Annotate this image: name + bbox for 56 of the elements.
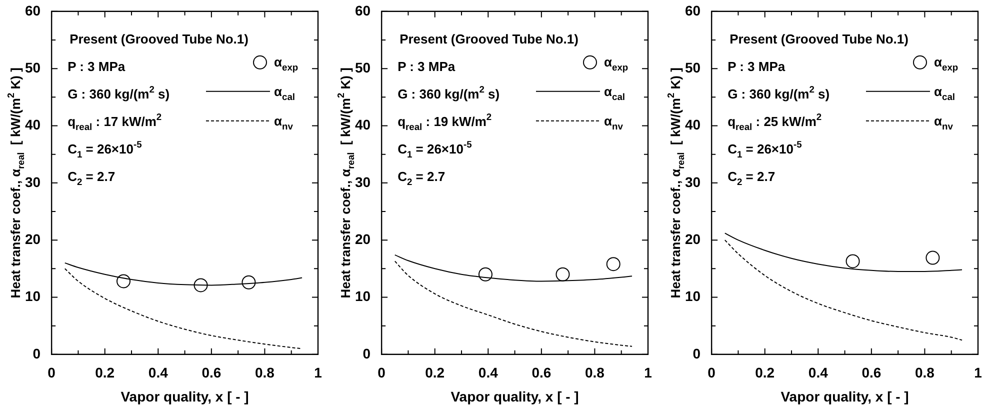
x-tick-label: 0.4: [478, 364, 498, 381]
line-series: [724, 240, 963, 341]
x-tick-label: 0: [378, 364, 386, 381]
x-tick-label: 0.8: [914, 364, 935, 381]
annotation: P : 3 MPa: [728, 58, 786, 74]
line-series: [394, 260, 633, 347]
x-axis-title: Vapor quality, x [ - ]: [120, 388, 249, 404]
line-series: [394, 254, 633, 282]
y-tick-label: 40: [24, 116, 41, 133]
x-tick-label: 0.4: [148, 364, 168, 381]
y-tick-label: 60: [354, 2, 371, 18]
x-tick-label: 0.8: [584, 364, 605, 381]
x-axis-title: Vapor quality, x [ - ]: [780, 388, 909, 404]
x-tick-label: 0.6: [862, 364, 882, 381]
line-series: [724, 232, 963, 272]
x-tick-label: 1: [314, 364, 322, 381]
y-tick-label: 30: [354, 174, 371, 190]
y-tick-label: 60: [24, 2, 41, 18]
y-tick-label: 0: [362, 345, 371, 362]
y-tick-label: 0: [32, 345, 41, 362]
annotation: Present (Grooved Tube No.1): [70, 31, 248, 46]
x-axis-title: Vapor quality, x [ - ]: [450, 388, 579, 404]
y-axis-title: Heat transfer coef., αreal [ kW/(m2 K) ]: [336, 68, 356, 298]
x-tick-label: 0.8: [254, 364, 275, 381]
x-tick-label: 0.2: [425, 364, 445, 381]
annotation: P : 3 MPa: [398, 58, 456, 74]
y-tick-label: 50: [24, 59, 41, 76]
x-tick-label: 0.6: [532, 364, 552, 381]
x-tick-label: 1: [974, 364, 982, 381]
y-tick-label: 20: [24, 230, 41, 247]
y-tick-label: 20: [684, 230, 701, 247]
x-tick-label: 0: [708, 364, 716, 381]
y-tick-label: 10: [684, 288, 701, 304]
x-tick-label: 0.2: [95, 364, 115, 381]
y-tick-label: 50: [684, 59, 701, 76]
x-tick-label: 0: [48, 364, 56, 381]
y-tick-label: 30: [684, 174, 701, 190]
y-tick-label: 40: [354, 116, 371, 133]
y-tick-label: 10: [24, 288, 41, 304]
x-tick-label: 1: [644, 364, 652, 381]
y-tick-label: 60: [684, 2, 701, 18]
line-series: [64, 268, 303, 350]
y-tick-label: 50: [354, 59, 371, 76]
y-tick-label: 20: [354, 230, 371, 247]
annotation: Present (Grooved Tube No.1): [730, 31, 908, 46]
y-tick-label: 0: [692, 345, 701, 362]
x-tick-label: 0.6: [202, 364, 222, 381]
y-tick-label: 40: [684, 116, 701, 133]
x-tick-label: 0.2: [755, 364, 775, 381]
annotation: Present (Grooved Tube No.1): [400, 31, 578, 46]
y-tick-label: 30: [24, 174, 41, 190]
annotation: P : 3 MPa: [68, 58, 126, 74]
y-axis-title: Heat transfer coef., αreal [ kW/(m2 K) ]: [6, 68, 26, 298]
y-tick-label: 10: [354, 288, 371, 304]
x-tick-label: 0.4: [808, 364, 828, 381]
y-axis-title: Heat transfer coef., αreal [ kW/(m2 K) ]: [666, 68, 686, 298]
